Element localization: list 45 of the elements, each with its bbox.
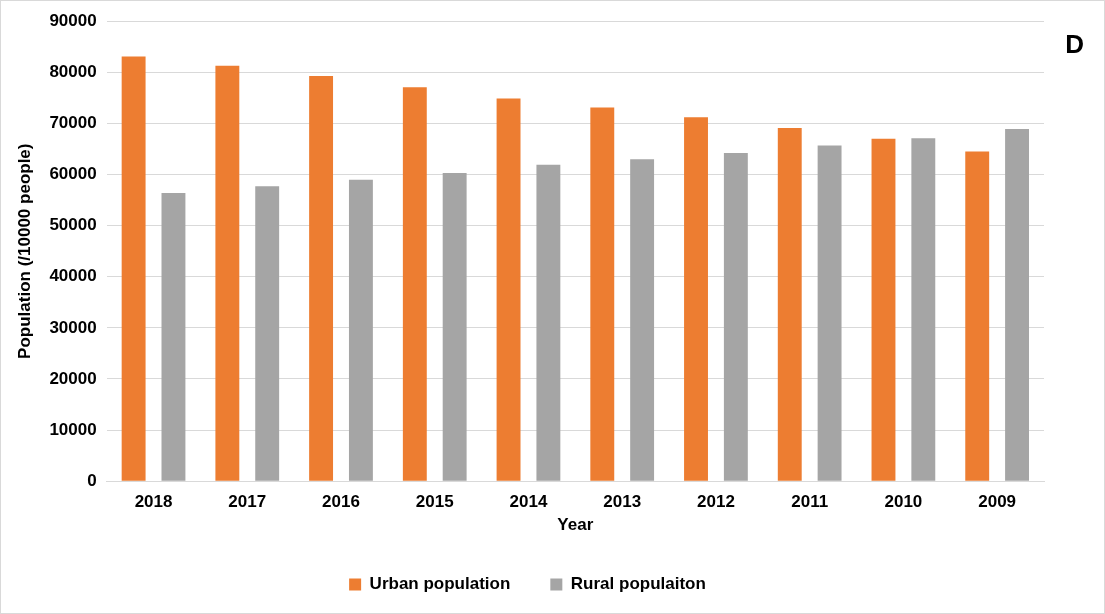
bar [536,164,561,481]
x-tick-label: 2009 [978,492,1017,512]
y-tick-label: 60000 [49,164,97,184]
bar [402,87,427,481]
bar [630,159,655,481]
x-tick-label: 2014 [509,492,548,512]
bar [965,151,990,481]
y-axis-title: Population (/10000 people) [14,143,34,359]
bar [684,117,708,481]
bar [590,107,615,481]
bar [777,128,802,481]
y-tick-label: 40000 [49,266,97,286]
x-tick-label: 2017 [228,492,267,512]
bar [121,56,146,481]
x-tick-label: 2011 [791,492,829,512]
bar [496,98,521,481]
y-tick-label: 50000 [49,215,97,235]
bar [348,179,373,481]
bar [817,145,842,481]
x-tick-label: 2016 [322,492,360,512]
text: D [1065,29,1084,60]
x-tick-label: 2012 [697,492,735,512]
x-tick-label: 2018 [134,492,173,512]
x-tick-label: 2013 [603,492,642,512]
bar [1005,129,1029,481]
y-tick-label: 90000 [49,10,97,30]
bar [442,173,467,481]
y-tick-label: 0 [87,470,97,490]
x-tick-label: 2010 [884,492,923,512]
bar [911,138,936,481]
bar [255,186,280,481]
legend-label: Urban population [369,574,511,594]
y-tick-label: 70000 [49,113,97,133]
y-tick-label: 80000 [49,62,97,81]
y-tick-label: 10000 [49,419,97,439]
x-axis-title: Year [557,515,594,535]
bar [215,65,240,481]
bar [309,75,334,481]
y-tick-label: 20000 [49,368,97,388]
legend-label: Rural populaiton [570,574,706,594]
bar [161,192,186,481]
y-tick-label: 30000 [49,317,97,337]
bar [871,138,896,481]
bar [723,153,748,481]
x-tick-label: 2015 [415,492,454,512]
